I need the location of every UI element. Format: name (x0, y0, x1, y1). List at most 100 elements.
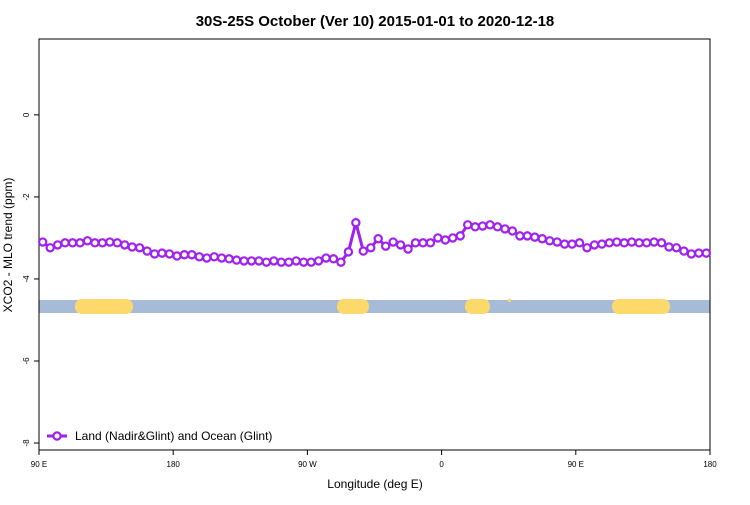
data-point (134, 243, 145, 253)
data-point (418, 238, 428, 248)
data-point (448, 233, 458, 243)
data-point (82, 236, 93, 246)
data-point (455, 231, 465, 241)
y-tick-label: -8 (22, 439, 31, 447)
y-axis-label: XCO2 - MLO trend (ppm) (1, 178, 15, 313)
data-point (589, 240, 600, 250)
data-point (187, 250, 197, 260)
data-point (120, 240, 130, 250)
data-point (485, 220, 495, 230)
data-point (321, 253, 331, 263)
data-point (157, 248, 167, 258)
land-band (465, 299, 490, 314)
data-point (530, 232, 540, 242)
data-point (358, 246, 369, 256)
data-point (559, 239, 570, 249)
data-point (477, 221, 488, 231)
data-point (462, 220, 473, 230)
data-point (336, 257, 346, 267)
data-point (306, 257, 316, 267)
data-point (537, 234, 547, 244)
data-point (388, 237, 398, 247)
data-point (75, 238, 85, 248)
data-point (552, 237, 562, 247)
land-band (612, 299, 670, 314)
data-point (433, 233, 443, 243)
data-point (239, 256, 249, 266)
data-point (209, 252, 219, 262)
data-point (440, 235, 451, 245)
data-point (701, 248, 711, 258)
x-tick-label: 180 (703, 460, 717, 469)
data-point (172, 251, 182, 261)
x-tick-label: 90 W (298, 460, 317, 469)
data-point (164, 249, 175, 259)
x-tick-label: 90 E (31, 460, 47, 469)
data-point (343, 247, 354, 257)
chart-title: 30S-25S October (Ver 10) 2015-01-01 to 2… (196, 13, 555, 30)
data-point (567, 239, 577, 249)
data-point (276, 257, 287, 267)
data-point (45, 243, 55, 253)
data-point (492, 222, 503, 232)
x-tick-label: 90 E (568, 460, 584, 469)
data-point (52, 240, 63, 250)
data-point (619, 238, 629, 248)
data-point (604, 238, 615, 248)
x-axis-label: Longitude (deg E) (327, 477, 422, 491)
data-point (284, 257, 294, 267)
data-point (97, 238, 108, 248)
data-point (224, 254, 234, 264)
data-point (545, 236, 555, 246)
y-tick-label: -4 (22, 275, 31, 283)
data-point (366, 243, 376, 253)
data-point (470, 222, 480, 232)
data-point (671, 243, 682, 253)
data-point (90, 238, 100, 248)
data-point (179, 250, 190, 260)
data-point (694, 248, 704, 258)
data-point (500, 224, 510, 234)
data-point (627, 237, 637, 247)
legend-marker (52, 431, 62, 441)
land-band (337, 299, 369, 314)
data-point (216, 253, 227, 263)
data-point (127, 242, 137, 252)
y-tick-label: -6 (22, 357, 31, 365)
data-point (515, 231, 525, 241)
data-point (597, 239, 607, 249)
data-point (38, 237, 48, 247)
data-point (612, 237, 622, 247)
data-point (194, 252, 204, 262)
data-point (507, 226, 518, 236)
y-tick-label: 0 (22, 112, 31, 117)
data-point (425, 238, 436, 248)
data-point (149, 249, 160, 259)
data-point (105, 237, 115, 247)
data-point (373, 234, 383, 244)
data-point (254, 256, 264, 266)
x-tick-label: 0 (439, 460, 444, 469)
x-tick-label: 180 (167, 460, 181, 469)
data-point (291, 256, 301, 266)
data-point (112, 238, 122, 248)
data-point (574, 238, 585, 248)
data-point (231, 255, 242, 265)
data-point (522, 231, 533, 241)
data-point (686, 249, 697, 259)
data-point (351, 218, 361, 228)
ocean-band (39, 300, 710, 313)
data-point (246, 256, 257, 266)
legend-label: Land (Nadir&Glint) and Ocean (Glint) (75, 429, 272, 443)
data-point (679, 246, 689, 256)
data-point (656, 238, 667, 248)
data-point (60, 238, 70, 248)
data-point (261, 257, 272, 267)
data-point (313, 256, 324, 266)
land-band (75, 299, 133, 314)
data-point (649, 237, 659, 247)
data-point (328, 254, 339, 264)
data-point (664, 242, 674, 252)
